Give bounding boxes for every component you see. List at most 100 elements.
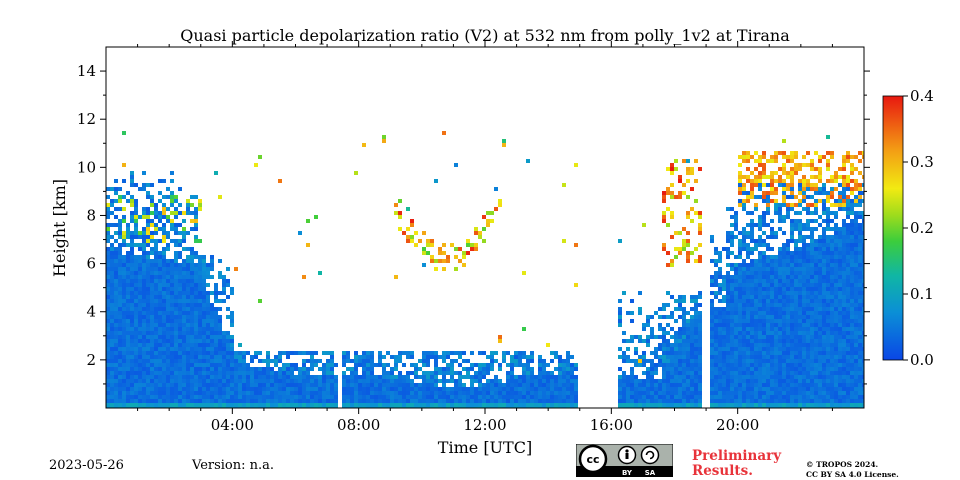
heatmap-cell	[318, 391, 322, 395]
heatmap-cell	[638, 291, 642, 295]
heatmap-cell	[786, 287, 790, 291]
heatmap-cell	[666, 331, 670, 335]
heatmap-cell	[230, 399, 234, 403]
heatmap-cell	[826, 219, 830, 223]
heatmap-cell	[814, 279, 818, 283]
heatmap-cell	[634, 399, 638, 403]
heatmap-cell	[426, 239, 430, 243]
heatmap-cell	[806, 275, 810, 279]
heatmap-cell	[710, 363, 714, 367]
heatmap-cell	[778, 359, 782, 363]
heatmap-cell	[674, 335, 678, 339]
heatmap-cell	[374, 375, 378, 379]
heatmap-cell	[138, 283, 142, 287]
heatmap-cell	[742, 227, 746, 231]
heatmap-cell	[150, 247, 154, 251]
heatmap-cell	[774, 203, 778, 207]
heatmap-cell	[850, 203, 854, 207]
heatmap-cell	[650, 383, 654, 387]
heatmap-cell	[218, 379, 222, 383]
heatmap-cell	[198, 291, 202, 295]
heatmap-cell	[462, 255, 466, 259]
heatmap-cell	[382, 367, 386, 371]
heatmap-cell	[146, 183, 150, 187]
heatmap-cell	[818, 187, 822, 191]
heatmap-cell	[302, 351, 306, 355]
heatmap-cell	[710, 355, 714, 359]
heatmap-cell	[302, 367, 306, 371]
heatmap-cell	[818, 391, 822, 395]
heatmap-cell	[770, 323, 774, 327]
heatmap-cell	[178, 403, 182, 407]
heatmap-cell	[770, 319, 774, 323]
heatmap-cell	[850, 163, 854, 167]
heatmap-cell	[718, 267, 722, 271]
heatmap-cell	[518, 375, 522, 379]
heatmap-cell	[126, 299, 130, 303]
heatmap-cell	[202, 347, 206, 351]
heatmap-cell	[734, 399, 738, 403]
heatmap-cell	[390, 399, 394, 403]
heatmap-cell	[546, 399, 550, 403]
heatmap-cell	[526, 399, 530, 403]
heatmap-cell	[106, 371, 110, 375]
heatmap-cell	[194, 359, 198, 363]
heatmap-cell	[126, 375, 130, 379]
heatmap-cell	[782, 167, 786, 171]
heatmap-cell	[714, 351, 718, 355]
heatmap-cell	[654, 355, 658, 359]
heatmap-cell	[782, 351, 786, 355]
heatmap-cell	[562, 371, 566, 375]
heatmap-cell	[474, 395, 478, 399]
heatmap-cell	[298, 383, 302, 387]
heatmap-cell	[682, 247, 686, 251]
heatmap-cell	[226, 379, 230, 383]
heatmap-cell	[362, 351, 366, 355]
heatmap-cell	[782, 291, 786, 295]
heatmap-cell	[618, 379, 622, 383]
heatmap-cell	[110, 307, 114, 311]
heatmap-cell	[138, 363, 142, 367]
heatmap-cell	[118, 235, 122, 239]
heatmap-cell	[366, 363, 370, 367]
heatmap-cell	[838, 403, 842, 407]
heatmap-cell	[814, 323, 818, 327]
heatmap-cell	[162, 315, 166, 319]
heatmap-cell	[154, 339, 158, 343]
heatmap-cell	[794, 375, 798, 379]
heatmap-cell	[386, 383, 390, 387]
heatmap-cell	[162, 203, 166, 207]
heatmap-cell	[206, 307, 210, 311]
heatmap-cell	[754, 175, 758, 179]
heatmap-cell	[546, 375, 550, 379]
heatmap-cell	[414, 375, 418, 379]
heatmap-cell	[130, 355, 134, 359]
heatmap-cell	[334, 363, 338, 367]
heatmap-cell	[118, 367, 122, 371]
heatmap-cell	[330, 383, 334, 387]
heatmap-cell	[106, 223, 110, 227]
heatmap-cell	[762, 175, 766, 179]
heatmap-cell	[322, 383, 326, 387]
heatmap-cell	[686, 391, 690, 395]
heatmap-cell	[250, 387, 254, 391]
heatmap-cell	[834, 211, 838, 215]
heatmap-cell	[150, 315, 154, 319]
heatmap-cell	[206, 339, 210, 343]
heatmap-cell	[818, 287, 822, 291]
heatmap-cell	[370, 351, 374, 355]
heatmap-cell	[802, 343, 806, 347]
heatmap-cell	[134, 391, 138, 395]
heatmap-cell	[410, 387, 414, 391]
heatmap-cell	[190, 263, 194, 267]
heatmap-cell	[346, 383, 350, 387]
heatmap-cell	[170, 223, 174, 227]
heatmap-cell	[734, 287, 738, 291]
heatmap-cell	[810, 315, 814, 319]
heatmap-cell	[670, 295, 674, 299]
heatmap-cell	[806, 327, 810, 331]
heatmap-cell	[682, 331, 686, 335]
heatmap-cell	[846, 243, 850, 247]
heatmap-cell	[114, 319, 118, 323]
heatmap-cell	[830, 319, 834, 323]
